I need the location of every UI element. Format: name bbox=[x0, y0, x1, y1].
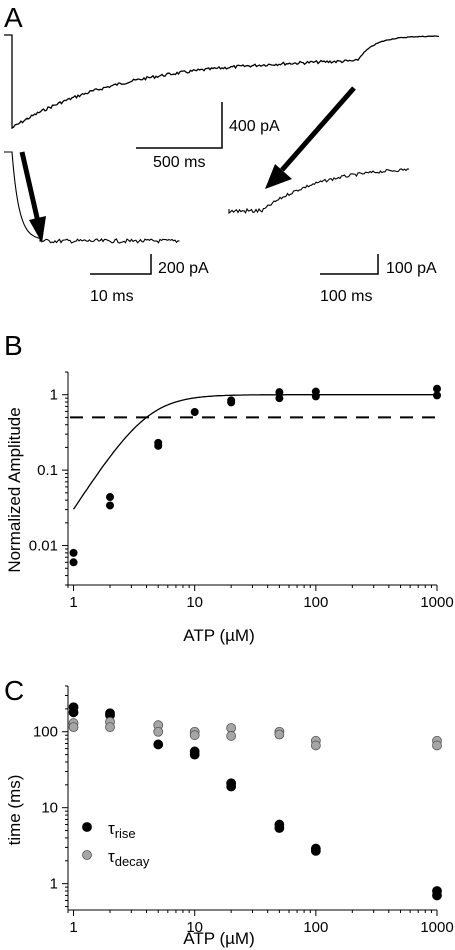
panel-c-label: C bbox=[4, 675, 24, 706]
panel-b-label: B bbox=[4, 330, 23, 361]
chart-b-point bbox=[433, 391, 441, 400]
trace-main bbox=[4, 34, 439, 130]
chart-b: 1 10 100 1000 0.01 0.1 1 bbox=[29, 371, 454, 611]
scale-bar-left: 200 pA 10 ms bbox=[90, 254, 209, 305]
chart-c-rise-point bbox=[274, 823, 285, 833]
chart-b-point bbox=[154, 441, 163, 450]
legend-decay-sub: decay bbox=[115, 854, 150, 869]
chart-b-point bbox=[275, 394, 284, 403]
chart-b-point bbox=[275, 388, 284, 397]
scale-bar-main-time: 500 ms bbox=[153, 154, 205, 171]
chart-c-rise-point bbox=[226, 781, 237, 792]
chart-c-decay-point bbox=[189, 730, 200, 741]
chart-b-xtick-label: 10 bbox=[186, 594, 203, 611]
chart-b-xtick-label: 1 bbox=[69, 594, 77, 611]
chart-c-ytick-label: 100 bbox=[33, 724, 58, 741]
chart-c-xtick-label: 10 bbox=[186, 919, 203, 936]
arrow-left bbox=[19, 151, 46, 243]
chart-b-ytick-label: 1 bbox=[50, 387, 58, 404]
chart-c-xtick-label: 100 bbox=[303, 919, 328, 936]
chart-b-ytick-label: 0.1 bbox=[37, 462, 58, 479]
chart-c-xlabel: ATP (µM) bbox=[183, 929, 255, 948]
chart-b-point bbox=[106, 501, 115, 510]
chart-c-ylabel: time (ms) bbox=[5, 775, 24, 846]
scale-bar-main-current: 400 pA bbox=[229, 118, 280, 135]
chart-b-xtick-label: 1000 bbox=[420, 594, 453, 611]
scale-bar-right: 100 pA 100 ms bbox=[320, 254, 437, 305]
panel-a-label: A bbox=[4, 2, 23, 33]
chart-b-fit-curve bbox=[72, 394, 437, 510]
chart-c-ytick-label: 10 bbox=[41, 800, 58, 817]
chart-b-xtick-label: 100 bbox=[303, 594, 328, 611]
chart-b-ylabel: Normalized Amplitude bbox=[5, 407, 24, 572]
chart-b-point bbox=[311, 392, 320, 401]
chart-c-rise-point bbox=[189, 749, 200, 760]
chart-c-decay-point bbox=[153, 726, 164, 737]
chart-b-point bbox=[69, 558, 78, 567]
chart-b-point bbox=[433, 384, 441, 393]
trace-recovery-zoom bbox=[228, 168, 410, 215]
scale-bar-left-current: 200 pA bbox=[158, 260, 209, 277]
chart-c-rise-point bbox=[432, 890, 442, 901]
arrow-right bbox=[265, 86, 356, 189]
legend-decay-marker bbox=[82, 850, 92, 860]
chart-c-ytick-label: 1 bbox=[50, 876, 58, 893]
chart-c-decay-point bbox=[274, 729, 285, 740]
legend-rise-symbol: τ bbox=[108, 819, 115, 838]
chart-c-decay-point bbox=[432, 740, 442, 751]
chart-b-point bbox=[69, 548, 78, 557]
legend-decay-symbol: τ bbox=[108, 847, 115, 866]
scale-bar-main: 400 pA 500 ms bbox=[136, 102, 280, 171]
chart-b-xlabel: ATP (µM) bbox=[183, 626, 255, 645]
legend-rise-marker bbox=[82, 822, 92, 832]
chart-c-legend: τrise τdecay bbox=[82, 819, 150, 869]
scale-bar-right-time: 100 ms bbox=[320, 288, 372, 305]
trace-onset-zoom bbox=[4, 151, 180, 244]
chart-c-decay-point bbox=[310, 740, 321, 751]
chart-b-point bbox=[106, 493, 115, 502]
legend-rise-label: τrise bbox=[108, 819, 136, 841]
panel-a-traces bbox=[4, 34, 439, 244]
legend-rise-sub: rise bbox=[115, 826, 136, 841]
chart-c-decay-point bbox=[105, 722, 115, 733]
scale-bar-right-current: 100 pA bbox=[386, 260, 437, 277]
chart-c-rise-point bbox=[310, 845, 321, 856]
legend-decay-label: τdecay bbox=[108, 847, 150, 869]
chart-c-rise-point bbox=[153, 739, 164, 750]
scale-bar-left-time: 10 ms bbox=[90, 288, 134, 305]
chart-b-point bbox=[227, 398, 236, 407]
chart-c-decay-point bbox=[226, 731, 237, 741]
chart-b-ytick-label: 0.01 bbox=[29, 538, 58, 555]
chart-c-decay-point bbox=[68, 722, 79, 733]
chart-c-xtick-label: 1000 bbox=[420, 919, 453, 936]
chart-c-xtick-label: 1 bbox=[69, 919, 77, 936]
chart-c-rise-point bbox=[68, 707, 79, 718]
chart-c: 1 10 100 1000 1 10 100 bbox=[33, 685, 454, 936]
chart-b-point bbox=[190, 407, 199, 416]
